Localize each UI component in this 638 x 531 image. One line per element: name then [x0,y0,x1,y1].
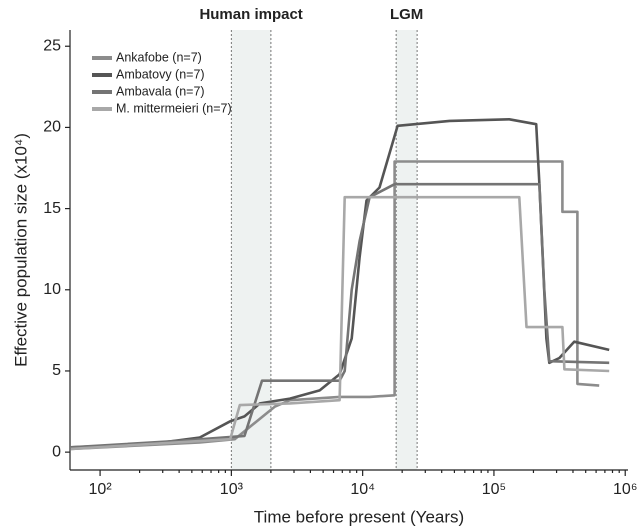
x-axis-label: Time before present (Years) [254,507,464,526]
annotation-band [231,30,271,470]
x-tick-label: 10⁴ [350,481,375,498]
series-line [70,195,610,451]
y-tick-label: 20 [43,119,61,136]
annotation-label: LGM [390,6,423,23]
x-tick-label: 10³ [220,481,244,498]
annotation-band [396,30,418,470]
series-line [70,182,610,449]
y-tick-label: 10 [43,281,61,298]
x-tick-label: 10² [89,481,113,498]
series-line [70,160,600,451]
y-axis-label: Effective population size (x10⁴) [11,133,30,367]
y-tick-label: 25 [43,37,61,54]
y-tick-label: 5 [52,362,61,379]
annotation-label: Human impact [199,6,302,23]
legend-label: Ankafobe (n=7) [116,50,202,64]
y-tick-label: 15 [43,200,61,217]
y-tick-label: 0 [52,443,61,460]
x-tick-label: 10⁶ [613,481,637,498]
legend-label: Ambatovy (n=7) [116,67,205,81]
legend-label: M. mittermeieri (n=7) [116,101,232,115]
x-tick-label: 10⁵ [482,481,506,498]
legend-label: Ambavala (n=7) [116,84,205,98]
